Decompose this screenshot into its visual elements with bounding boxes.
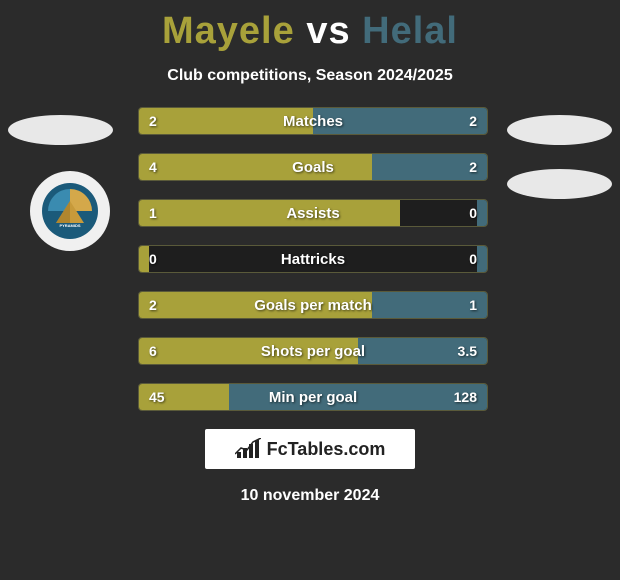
brand-badge: FcTables.com: [205, 429, 415, 469]
stat-bar-right: [372, 292, 487, 318]
stat-bar-left: [139, 292, 372, 318]
player2-name: Helal: [362, 10, 458, 52]
stat-row: 10Assists: [138, 199, 488, 227]
stat-bar-right: [358, 338, 487, 364]
player1-club-logo: PYRAMIDS: [30, 171, 110, 251]
stat-row: 42Goals: [138, 153, 488, 181]
stats-content: PYRAMIDS 22Matches 42Goals 10Assists 00Hatt…: [0, 107, 620, 411]
stat-bar-left: [139, 384, 229, 410]
fctables-chart-icon: [235, 438, 261, 460]
stats-bars: 22Matches 42Goals 10Assists 00Hattricks 21Go…: [138, 107, 488, 411]
stat-bar-left: [139, 108, 313, 134]
stat-bar-left: [139, 200, 400, 226]
stat-label: Hattricks: [139, 246, 487, 272]
player2-avatar-placeholder: [507, 115, 612, 145]
stat-row: 63.5Shots per goal: [138, 337, 488, 365]
stat-bar-right: [477, 246, 487, 272]
pyramids-club-icon: PYRAMIDS: [40, 181, 100, 241]
date-text: 10 november 2024: [0, 487, 620, 505]
stat-row: 21Goals per match: [138, 291, 488, 319]
svg-text:PYRAMIDS: PYRAMIDS: [59, 223, 80, 228]
stat-row: 22Matches: [138, 107, 488, 135]
comparison-title: Mayele vs Helal: [0, 0, 620, 53]
stat-row: 45128Min per goal: [138, 383, 488, 411]
stat-bar-right: [372, 154, 487, 180]
stat-bar-left: [139, 338, 358, 364]
stat-bar-left: [139, 246, 149, 272]
stat-bar-left: [139, 154, 372, 180]
brand-text: FcTables.com: [267, 439, 386, 460]
stat-row: 00Hattricks: [138, 245, 488, 273]
player1-name: Mayele: [162, 10, 295, 52]
stat-bar-right: [477, 200, 487, 226]
player1-avatar-placeholder: [8, 115, 113, 145]
vs-text: vs: [306, 10, 350, 52]
player2-club-placeholder: [507, 169, 612, 199]
stat-bar-right: [313, 108, 487, 134]
stat-bar-right: [229, 384, 487, 410]
subtitle: Club competitions, Season 2024/2025: [0, 67, 620, 85]
